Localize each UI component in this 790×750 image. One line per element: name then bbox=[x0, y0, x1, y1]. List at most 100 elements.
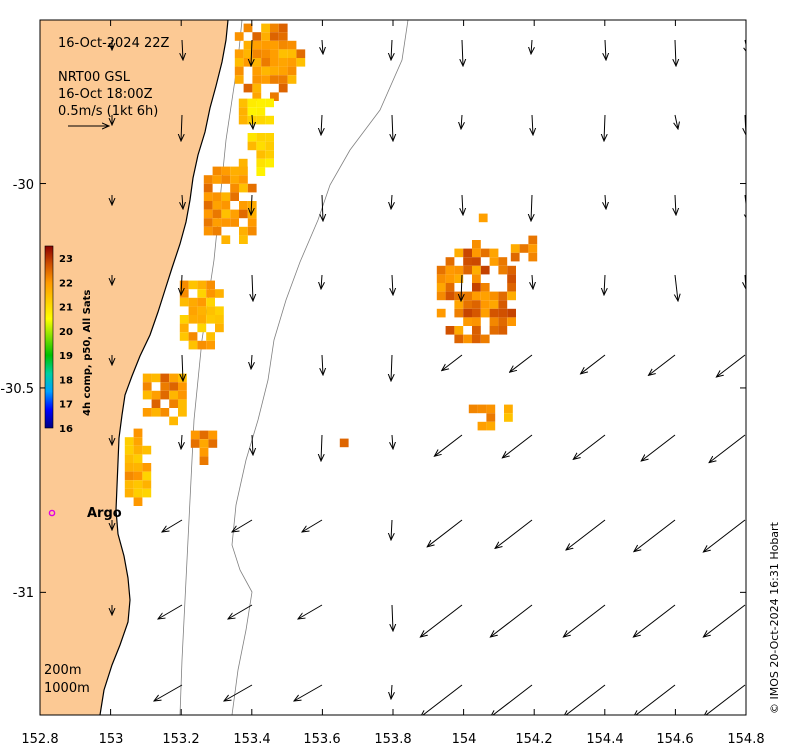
current-arrow bbox=[649, 354, 676, 375]
colorbar-title: 4h comp, p50, All Sats bbox=[82, 290, 93, 416]
sst-cell bbox=[480, 265, 490, 275]
sst-cell bbox=[169, 399, 178, 408]
sst-cell bbox=[252, 32, 262, 41]
sst-cell bbox=[256, 167, 266, 176]
sst-cell bbox=[142, 390, 152, 400]
contour-label-200m: 200m bbox=[44, 663, 81, 678]
current-arrow bbox=[675, 194, 676, 215]
sst-cell bbox=[215, 315, 224, 324]
sst-cell bbox=[472, 300, 481, 309]
sst-cell bbox=[203, 175, 213, 184]
current-arrow bbox=[182, 194, 183, 209]
sst-cell bbox=[133, 437, 143, 446]
sst-cell bbox=[212, 166, 222, 176]
sst-cell bbox=[472, 257, 481, 266]
sst-cell bbox=[124, 454, 134, 463]
sst-cell bbox=[151, 408, 161, 417]
sst-cell bbox=[261, 66, 270, 76]
sst-cell bbox=[160, 390, 170, 400]
sst-cell bbox=[247, 218, 257, 227]
sst-cell bbox=[498, 317, 508, 326]
sst-cell bbox=[221, 218, 231, 227]
sst-cell bbox=[256, 115, 266, 125]
current-arrow bbox=[703, 684, 746, 715]
sst-cell bbox=[197, 306, 207, 315]
sst-cell bbox=[247, 133, 257, 142]
sst-cell bbox=[247, 226, 257, 236]
sst-cell bbox=[124, 480, 134, 489]
sst-cell bbox=[239, 209, 248, 219]
sst-cell bbox=[238, 115, 248, 125]
current-arrow bbox=[434, 434, 463, 456]
sst-cell bbox=[203, 183, 213, 193]
y-tick-30: -30 bbox=[13, 178, 34, 193]
sst-cell bbox=[230, 192, 239, 201]
current-arrow bbox=[633, 604, 676, 637]
sst-cell bbox=[270, 49, 279, 58]
sst-cell bbox=[278, 32, 288, 41]
colorbar-tick-23: 23 bbox=[59, 254, 73, 265]
current-arrow bbox=[490, 604, 533, 637]
sst-cell bbox=[498, 265, 508, 275]
sst-cell bbox=[498, 300, 508, 309]
current-arrow bbox=[709, 434, 746, 463]
sst-cell bbox=[190, 439, 200, 448]
sst-cell bbox=[510, 244, 520, 253]
sst-cell bbox=[179, 332, 189, 341]
sst-cell bbox=[468, 404, 478, 414]
sst-cell bbox=[188, 340, 198, 350]
sst-cell bbox=[270, 58, 279, 67]
sst-cell bbox=[142, 382, 152, 391]
current-arrow bbox=[322, 194, 323, 221]
current-arrow bbox=[182, 39, 183, 60]
current-arrow bbox=[224, 684, 253, 701]
current-arrow bbox=[563, 604, 606, 637]
sst-cell bbox=[133, 488, 143, 498]
sst-cell bbox=[507, 283, 516, 292]
current-arrow bbox=[391, 684, 392, 699]
sst-cell bbox=[208, 439, 218, 448]
sst-cell bbox=[477, 421, 487, 431]
sst-cell bbox=[247, 201, 257, 210]
sst-cell bbox=[256, 107, 266, 116]
sst-cell bbox=[179, 323, 189, 333]
sst-cell bbox=[197, 297, 207, 307]
sst-cell bbox=[463, 248, 472, 258]
sst-cell bbox=[256, 141, 266, 151]
sst-cell bbox=[486, 421, 496, 431]
sst-cell bbox=[519, 244, 529, 253]
sst-cell bbox=[278, 75, 288, 84]
sst-cell bbox=[287, 58, 297, 67]
sst-cell bbox=[256, 133, 266, 142]
sst-cell bbox=[472, 326, 481, 335]
sst-cell bbox=[498, 326, 508, 335]
sst-cell bbox=[278, 66, 288, 76]
sst-cell bbox=[463, 334, 472, 344]
sst-cell bbox=[472, 265, 481, 275]
sst-cell bbox=[436, 291, 446, 301]
sst-cell bbox=[160, 373, 170, 383]
sst-cell bbox=[142, 463, 152, 472]
sst-cell bbox=[142, 408, 152, 417]
sst-cell bbox=[188, 306, 198, 315]
sst-cell bbox=[480, 283, 490, 292]
colorbar-tick-18: 18 bbox=[59, 375, 73, 386]
sst-cell bbox=[179, 280, 189, 290]
sst-cell bbox=[188, 280, 198, 290]
current-arrow bbox=[321, 114, 322, 135]
x-tick-154-8: 154.8 bbox=[727, 732, 764, 747]
current-arrow bbox=[232, 519, 253, 532]
product-line-1: NRT00 GSL bbox=[58, 70, 131, 85]
sst-cell bbox=[212, 218, 222, 227]
sst-cell bbox=[504, 413, 513, 422]
sst-cell bbox=[230, 209, 239, 219]
sst-cell bbox=[238, 158, 248, 168]
sst-cell bbox=[247, 141, 257, 151]
sst-cell bbox=[480, 334, 490, 344]
sst-cell bbox=[215, 306, 224, 315]
current-arrow bbox=[462, 194, 463, 215]
current-arrow bbox=[605, 194, 606, 209]
sst-cell bbox=[339, 438, 349, 448]
sst-cell bbox=[197, 323, 207, 333]
colorbar bbox=[44, 245, 54, 429]
